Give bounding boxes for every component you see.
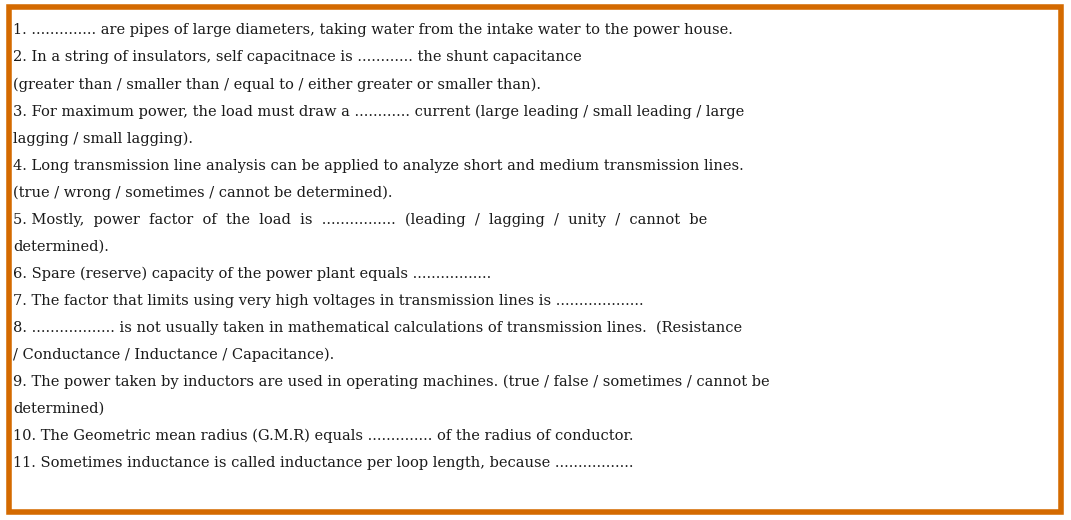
Text: 4. Long transmission line analysis can be applied to analyze short and medium tr: 4. Long transmission line analysis can b… [13, 159, 743, 173]
Text: 8. .................. is not usually taken in mathematical calculations of trans: 8. .................. is not usually tak… [13, 321, 742, 335]
Text: 11. Sometimes inductance is called inductance per loop length, because .........: 11. Sometimes inductance is called induc… [13, 456, 633, 470]
Text: determined).: determined). [13, 240, 109, 254]
Text: 2. In a string of insulators, self capacitnace is ............ the shunt capacit: 2. In a string of insulators, self capac… [13, 50, 582, 64]
Text: 10. The Geometric mean radius (G.M.R) equals .............. of the radius of con: 10. The Geometric mean radius (G.M.R) eq… [13, 429, 633, 444]
Text: 5. Mostly,  power  factor  of  the  load  is  ................  (leading  /  lag: 5. Mostly, power factor of the load is .… [13, 213, 707, 227]
Text: (greater than / smaller than / equal to / either greater or smaller than).: (greater than / smaller than / equal to … [13, 77, 541, 92]
Text: / Conductance / Inductance / Capacitance).: / Conductance / Inductance / Capacitance… [13, 348, 334, 362]
Text: (true / wrong / sometimes / cannot be determined).: (true / wrong / sometimes / cannot be de… [13, 186, 392, 200]
Text: lagging / small lagging).: lagging / small lagging). [13, 132, 193, 146]
Text: 3. For maximum power, the load must draw a ............ current (large leading /: 3. For maximum power, the load must draw… [13, 105, 744, 119]
Text: 6. Spare (reserve) capacity of the power plant equals .................: 6. Spare (reserve) capacity of the power… [13, 267, 492, 281]
Text: 1. .............. are pipes of large diameters, taking water from the intake wat: 1. .............. are pipes of large dia… [13, 23, 733, 37]
Text: 9. The power taken by inductors are used in operating machines. (true / false / : 9. The power taken by inductors are used… [13, 375, 769, 389]
Text: 7. The factor that limits using very high voltages in transmission lines is ....: 7. The factor that limits using very hig… [13, 294, 644, 308]
Text: determined): determined) [13, 402, 104, 416]
